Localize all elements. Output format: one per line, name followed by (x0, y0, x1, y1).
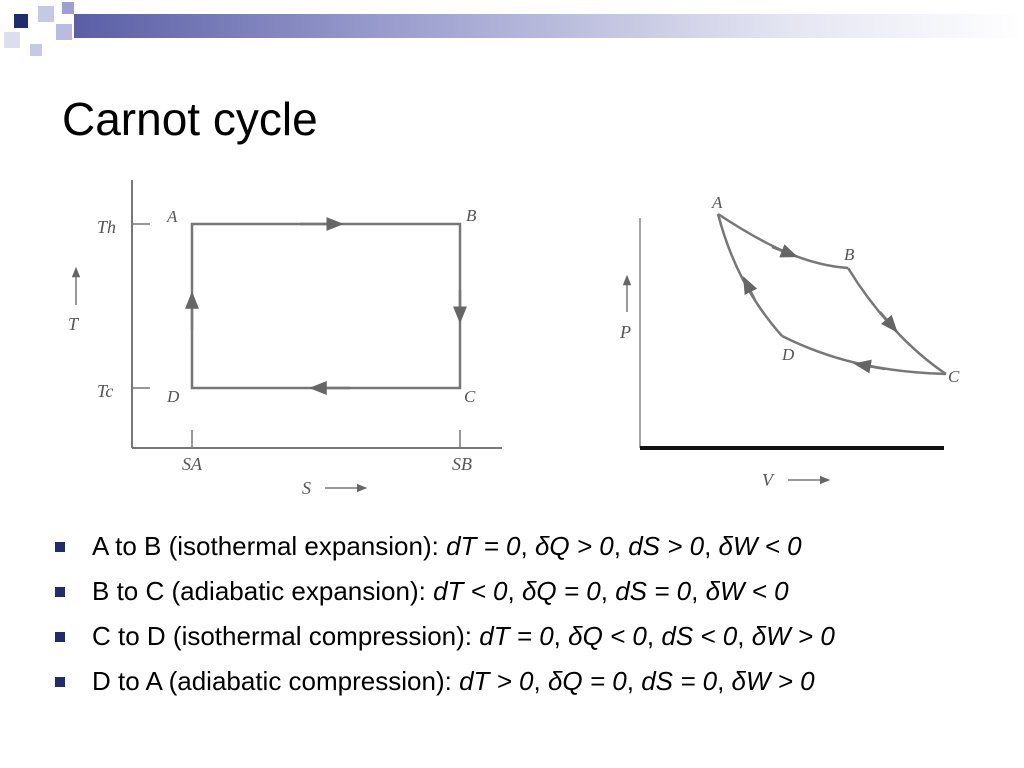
pv-axis-y-label: P (619, 322, 631, 342)
pv-axis-x-label: V (762, 470, 775, 490)
delta-symbol: δ (521, 576, 537, 606)
ts-point-d: D (166, 387, 180, 406)
deco-square-dark (14, 14, 28, 28)
dW-value: W > 0 (766, 621, 835, 651)
ts-diagram: Th Tc T SA SB S A B C D (68, 180, 502, 498)
dS-value: dS > 0 (628, 531, 705, 561)
pv-arrow-da (743, 276, 758, 301)
process-label: C to D (isothermal compression): (92, 621, 480, 651)
pv-curve-ab (717, 212, 849, 270)
list-item: A to B (isothermal expansion): dT = 0, δ… (55, 528, 835, 573)
deco-square-light-2 (56, 24, 72, 40)
list-item: C to D (isothermal compression): dT = 0,… (55, 618, 835, 663)
pv-point-b: B (844, 245, 855, 264)
delta-symbol: δ (547, 666, 563, 696)
ts-label-sa: SA (182, 454, 203, 474)
deco-square-light-3 (4, 32, 20, 48)
dW-value: W < 0 (720, 576, 789, 606)
list-item: D to A (adiabatic compression): dT > 0, … (55, 663, 835, 708)
pv-arrow-cd (853, 359, 886, 374)
process-label: B to C (adiabatic expansion): (92, 576, 434, 606)
ts-point-b: B (466, 206, 477, 225)
pv-curve-da (716, 213, 783, 337)
dW-value: W > 0 (746, 666, 815, 696)
process-label: A to B (isothermal expansion): (92, 531, 447, 561)
delta-symbol: δ (568, 621, 583, 651)
separator: , (613, 531, 629, 561)
process-list: A to B (isothermal expansion): dT = 0, δ… (55, 528, 835, 708)
ts-label-tc: Tc (97, 381, 113, 401)
process-label: D to A (adiabatic compression): (92, 666, 460, 696)
dQ-value: Q = 0 (536, 576, 601, 606)
delta-symbol: δ (705, 576, 721, 606)
list-item: B to C (adiabatic expansion): dT < 0, δQ… (55, 573, 835, 618)
deco-square-light-1 (38, 6, 54, 22)
dT-value: dT < 0 (433, 576, 508, 606)
ts-label-th: Th (97, 217, 116, 237)
dT-value: dT = 0 (479, 621, 554, 651)
deco-square-mid (62, 2, 74, 14)
pv-point-a: A (711, 193, 723, 212)
ts-point-c: C (464, 387, 476, 406)
separator: , (520, 531, 535, 561)
delta-symbol: δ (718, 531, 733, 561)
separator: , (533, 666, 548, 696)
deco-square-light-4 (30, 44, 42, 56)
title-bar-gradient (74, 14, 1024, 38)
dT-value: dT > 0 (459, 666, 534, 696)
ts-label-sb: SB (452, 454, 472, 474)
dS-value: dS < 0 (661, 621, 738, 651)
delta-symbol: δ (751, 621, 767, 651)
pv-curve-bc (846, 267, 947, 376)
separator: , (553, 621, 569, 651)
bullet-icon (55, 677, 65, 687)
ts-point-a: A (166, 207, 178, 226)
pv-diagram: P V A B C D (619, 193, 960, 490)
separator: , (646, 621, 662, 651)
separator: , (704, 531, 719, 561)
separator: , (691, 576, 706, 606)
pv-arrow-bc (879, 311, 898, 333)
ts-axis-y-label: T (68, 314, 80, 334)
dW-value: W < 0 (733, 531, 802, 561)
ts-cycle-rectangle (190, 222, 462, 390)
dQ-value: Q = 0 (562, 666, 627, 696)
dS-value: dS = 0 (615, 576, 692, 606)
separator: , (737, 621, 752, 651)
separator: , (626, 666, 642, 696)
delta-symbol: δ (731, 666, 746, 696)
delta-symbol: δ (534, 531, 550, 561)
bullet-icon (55, 632, 65, 642)
dT-value: dT = 0 (446, 531, 521, 561)
bullet-icon (55, 542, 65, 552)
bullet-icon (55, 587, 65, 597)
pv-arrow-ab (771, 244, 799, 258)
dS-value: dS = 0 (641, 666, 718, 696)
dQ-value: Q < 0 (582, 621, 647, 651)
separator: , (600, 576, 616, 606)
dQ-value: Q > 0 (549, 531, 614, 561)
separator: , (717, 666, 732, 696)
ts-axis-x-label: S (302, 478, 311, 498)
pv-point-d: D (781, 345, 795, 364)
pv-point-c: C (948, 367, 960, 386)
separator: , (507, 576, 522, 606)
slide-title: Carnot cycle (62, 93, 318, 145)
